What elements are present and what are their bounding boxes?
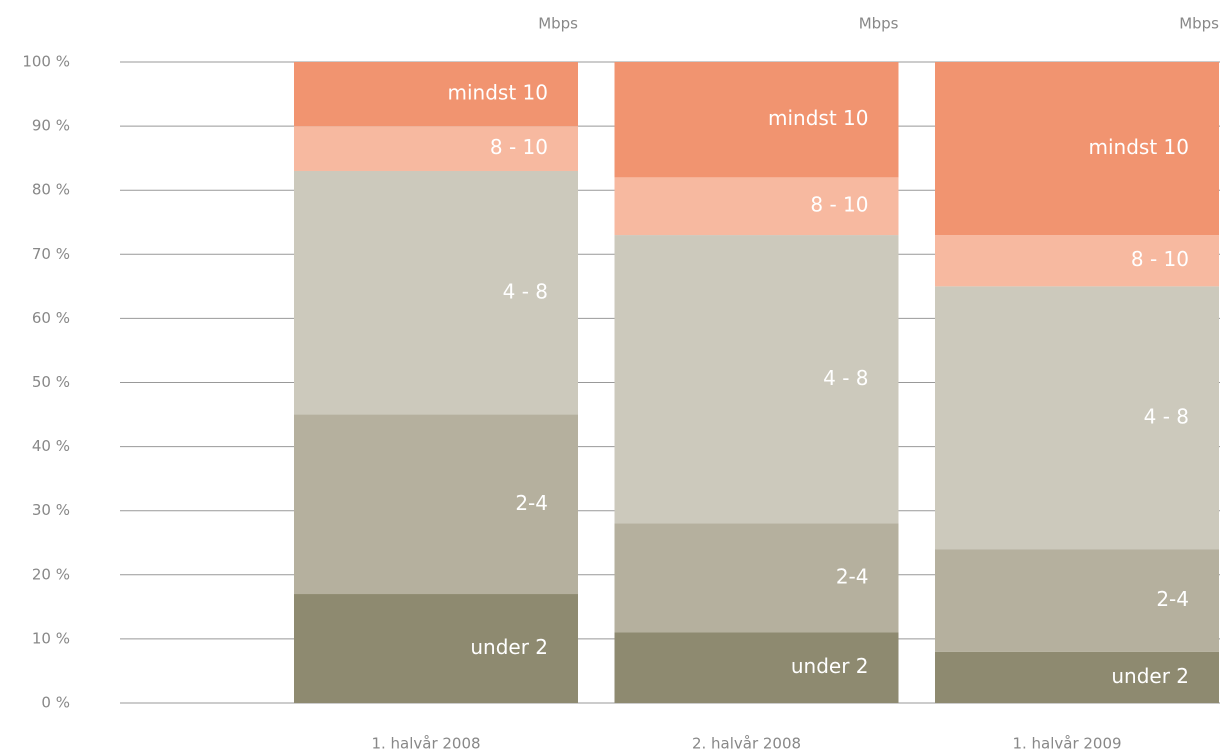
bar-segment [294, 62, 578, 127]
segment-label: under 2 [470, 635, 548, 659]
bar-segment [614, 523, 899, 633]
bar-segment [935, 549, 1219, 652]
y-tick-label: 90 % [32, 117, 70, 135]
segment-label: mindst 10 [1089, 135, 1189, 159]
y-tick-label: 80 % [32, 181, 70, 199]
bar-segment [614, 632, 899, 703]
segment-label: 2-4 [515, 491, 548, 515]
y-tick-label: 60 % [32, 309, 70, 327]
y-tick-label: 10 % [32, 629, 70, 647]
segment-label: mindst 10 [448, 81, 548, 105]
y-tick-label: 20 % [32, 565, 70, 583]
y-tick-label: 30 % [32, 501, 70, 519]
segment-label: 2-4 [1156, 587, 1189, 611]
segment-label: under 2 [1111, 664, 1189, 688]
x-tick-label: 2. halvår 2008 [692, 735, 801, 753]
y-tick-label: 50 % [32, 373, 70, 391]
y-tick-label: 0 % [41, 694, 70, 712]
y-tick-label: 70 % [32, 245, 70, 263]
bar-segment [614, 235, 899, 524]
segment-label: 4 - 8 [823, 366, 868, 390]
bar-segment [935, 62, 1219, 236]
bar-segment [294, 170, 578, 415]
bar-segment [614, 62, 899, 178]
bar-segment [935, 651, 1219, 703]
segment-label: under 2 [791, 654, 869, 678]
segment-label: 4 - 8 [503, 279, 548, 303]
segment-label: 4 - 8 [1144, 404, 1189, 428]
bar-segment [294, 126, 578, 171]
bar-segment [935, 286, 1219, 550]
y-tick-label: 100 % [22, 53, 70, 71]
segment-label: 8 - 10 [490, 135, 548, 159]
segment-label: 8 - 10 [1131, 247, 1189, 271]
y-tick-label: 40 % [32, 437, 70, 455]
segment-label: 2-4 [836, 565, 869, 589]
bar-segment [294, 414, 578, 595]
unit-label: Mbps [538, 15, 578, 33]
unit-label: Mbps [859, 15, 899, 33]
segment-label: 8 - 10 [810, 193, 868, 217]
x-tick-label: 1. halvår 2009 [1012, 735, 1121, 753]
bar-segment [294, 594, 578, 703]
bar-segment [935, 235, 1219, 287]
segment-label: mindst 10 [768, 106, 868, 130]
bar-segment [614, 177, 899, 236]
unit-label: Mbps [1179, 15, 1219, 33]
x-tick-label: 1. halvår 2008 [371, 735, 480, 753]
